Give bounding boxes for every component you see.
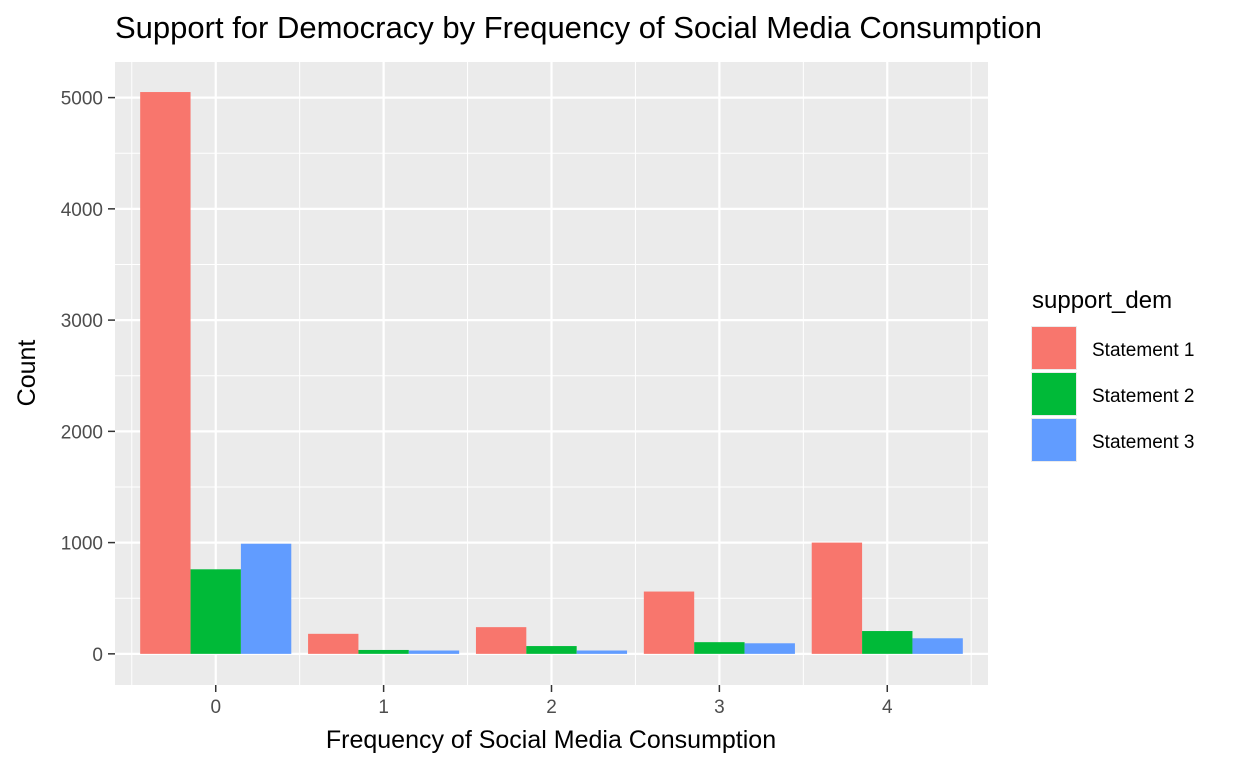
x-tick-label: 0 <box>210 697 221 718</box>
bar-statement-2-1 <box>358 649 409 654</box>
bar-statement-1-3 <box>643 591 695 654</box>
y-axis-title: Count <box>13 340 41 407</box>
bars <box>140 92 963 654</box>
bar-statement-2-0 <box>190 569 241 654</box>
bar-statement-1-1 <box>308 633 359 654</box>
bar-statement-3-1 <box>408 650 460 654</box>
y-tick-label: 3000 <box>61 311 103 332</box>
bar-statement-1-2 <box>475 627 527 654</box>
y-tick-label: 0 <box>92 645 103 666</box>
y-tick-label: 2000 <box>61 422 103 443</box>
x-tick-label: 3 <box>714 697 725 718</box>
x-tick-label: 4 <box>882 697 893 718</box>
y-tick-label: 4000 <box>61 200 103 221</box>
bar-statement-3-0 <box>240 543 292 654</box>
x-axis-ticks: 0 1 2 3 4 <box>210 685 893 718</box>
legend-key-swatch <box>1032 373 1076 415</box>
bar-statement-2-3 <box>694 642 745 654</box>
y-tick-label: 1000 <box>61 534 103 555</box>
y-tick-label: 5000 <box>61 89 103 110</box>
legend-key-swatch <box>1032 419 1076 461</box>
chart-title: Support for Democracy by Frequency of So… <box>115 10 1042 45</box>
bar-statement-3-3 <box>744 643 795 654</box>
bar-statement-2-2 <box>526 646 577 654</box>
bar-statement-1-4 <box>811 542 863 654</box>
bar-statement-3-2 <box>576 650 628 654</box>
bar-statement-2-4 <box>862 631 913 654</box>
bar-statement-3-4 <box>912 638 963 654</box>
bar-statement-1-0 <box>140 92 191 654</box>
major-gridlines <box>115 62 988 685</box>
legend: support_dem Statement 1 Statement 2 Statem… <box>1031 287 1194 462</box>
legend-label: Statement 3 <box>1092 432 1194 453</box>
y-axis-ticks: 0 1000 2000 3000 4000 5000 <box>61 89 115 666</box>
x-axis-title: Frequency of Social Media Consumption <box>326 726 776 754</box>
legend-title: support_dem <box>1032 287 1172 314</box>
legend-label: Statement 1 <box>1092 340 1194 361</box>
legend-label: Statement 2 <box>1092 386 1194 407</box>
legend-key-swatch <box>1032 327 1076 369</box>
x-tick-label: 1 <box>378 697 389 718</box>
x-tick-label: 2 <box>546 697 557 718</box>
